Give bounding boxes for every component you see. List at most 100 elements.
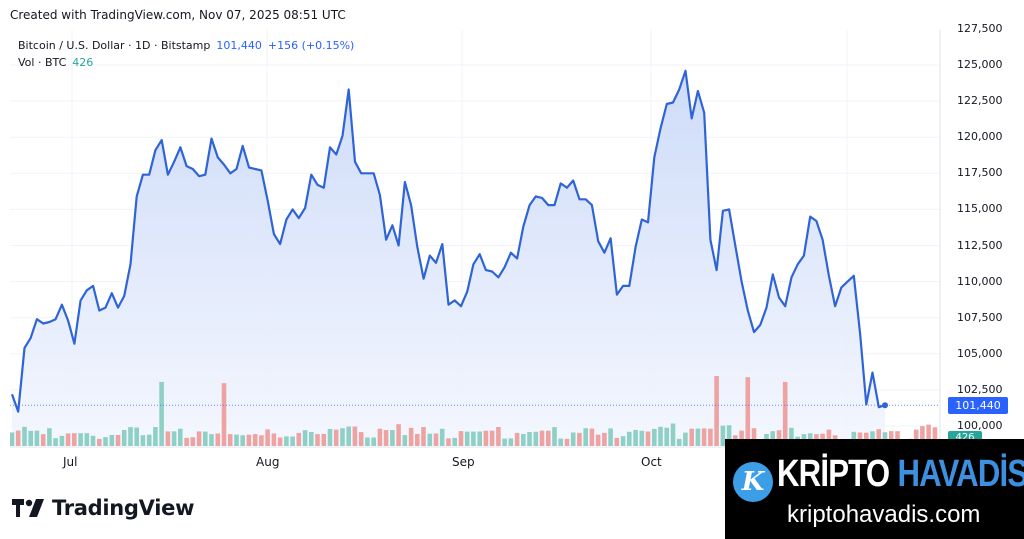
volume-bar [789, 427, 794, 446]
volume-bar [926, 424, 931, 446]
chart-pane[interactable] [10, 30, 1024, 477]
volume-bar [72, 433, 77, 446]
volume-bar [415, 433, 420, 446]
last-price-tag: 101,440 [948, 397, 1008, 414]
volume-bar [340, 428, 345, 446]
volume-bar [676, 438, 682, 446]
price-axis-tick: 107,500 [957, 310, 1003, 324]
volume-bar [277, 437, 283, 446]
volume-bar [146, 434, 152, 446]
volume-bar [390, 430, 395, 446]
volume-bar [645, 431, 651, 446]
volume-bar [826, 429, 832, 446]
volume-bar [203, 431, 208, 446]
volume-bar [259, 435, 264, 446]
volume-bar [284, 436, 289, 446]
volume-value: 426 [72, 56, 94, 69]
tradingview-wordmark: TradingView [52, 496, 195, 520]
volume-bar [570, 432, 576, 446]
volume-bar [221, 383, 227, 446]
volume-bar [121, 430, 127, 446]
volume-bar [15, 430, 21, 446]
volume-bar [552, 427, 557, 446]
volume-bar [695, 428, 701, 446]
volume-bar [920, 426, 925, 446]
time-axis-label-jul: Jul [63, 455, 78, 469]
volume-bar [589, 428, 595, 446]
price-axis-tick: 102,500 [957, 382, 1003, 396]
price-axis-tick: 125,000 [957, 58, 1003, 71]
volume-bar [309, 432, 314, 446]
volume-bar [190, 437, 196, 446]
volume-bar [658, 426, 663, 446]
volume-bar [10, 432, 15, 446]
time-axis-label-aug: Aug [256, 455, 280, 469]
volume-bar [53, 438, 58, 446]
chart-legend: Bitcoin / U.S. Dollar · 1D · Bitstamp 101… [18, 37, 354, 71]
symbol-legend-row[interactable]: Bitcoin / U.S. Dollar · 1D · Bitstamp 101… [18, 37, 354, 54]
volume-bar [876, 429, 881, 446]
volume-bar [321, 433, 327, 446]
volume-bar [477, 431, 482, 446]
volume-bar [583, 428, 588, 446]
price-chart-canvas[interactable] [10, 30, 1024, 477]
volume-bar [652, 428, 657, 446]
volume-bar [539, 430, 545, 446]
volume-bar [358, 432, 364, 446]
volume-bar [140, 435, 146, 446]
volume-bar [159, 381, 164, 446]
volume-bar [427, 433, 433, 446]
price-axis-tick: 122,500 [957, 94, 1003, 108]
price-axis-tick: 100,000 [957, 419, 1003, 432]
volume-bar [65, 433, 71, 446]
kriptohavadis-watermark: K KRİPTO HAVADİS kriptohavadis.com [725, 439, 1024, 539]
volume-bar [627, 431, 632, 446]
volume-bar [246, 434, 252, 446]
symbol-description: Bitcoin / U.S. Dollar · 1D · Bitstamp [18, 39, 211, 52]
volume-bar [171, 431, 177, 446]
volume-bar [620, 436, 626, 446]
volume-bar [134, 427, 139, 446]
price-axis-tick: 120,000 [957, 130, 1003, 144]
price-axis-tick: 112,500 [957, 238, 1003, 252]
volume-bar [726, 425, 732, 446]
volume-bar [514, 432, 520, 446]
volume-bar [558, 438, 563, 446]
volume-bar [851, 431, 857, 446]
price-axis-tick: 110,000 [957, 274, 1003, 288]
volume-bar [128, 427, 133, 446]
time-axis-label-oct: Oct [641, 455, 662, 469]
volume-bar [22, 426, 27, 446]
kriptohavadis-logo-icon: K [733, 462, 773, 502]
volume-bar [496, 427, 501, 446]
volume-bar [78, 433, 83, 446]
created-with-credit: Created with TradingView.com, Nov 07, 20… [10, 8, 346, 22]
volume-bar [745, 377, 751, 446]
volume-label: Vol · BTC [18, 56, 67, 69]
volume-bar [720, 425, 726, 446]
volume-bar [508, 438, 514, 446]
volume-bar [533, 431, 539, 446]
tradingview-logo[interactable]: TradingView [12, 496, 194, 520]
volume-bar [895, 431, 900, 446]
watermark-word-havadis: HAVADİS [897, 453, 1024, 495]
tradingview-logo-icon [12, 499, 44, 517]
volume-bar [913, 429, 919, 446]
volume-bar [546, 430, 551, 446]
price-axis-tick: 117,500 [957, 166, 1003, 180]
volume-bar [739, 430, 744, 446]
volume-bar [708, 428, 713, 446]
volume-bar [714, 376, 719, 446]
volume-bar [888, 431, 894, 446]
volume-legend-row[interactable]: Vol · BTC 426 [18, 54, 354, 71]
volume-bar [90, 435, 96, 446]
volume-bar [165, 431, 171, 446]
volume-bar [290, 436, 295, 446]
watermark-url: kriptohavadis.com [787, 501, 981, 528]
volume-bar [333, 429, 339, 446]
volume-bar [776, 430, 782, 446]
volume-bar [396, 424, 401, 446]
volume-bar [215, 433, 221, 446]
price-change: +156 (+0.15%) [267, 39, 355, 52]
price-line [10, 69, 886, 413]
